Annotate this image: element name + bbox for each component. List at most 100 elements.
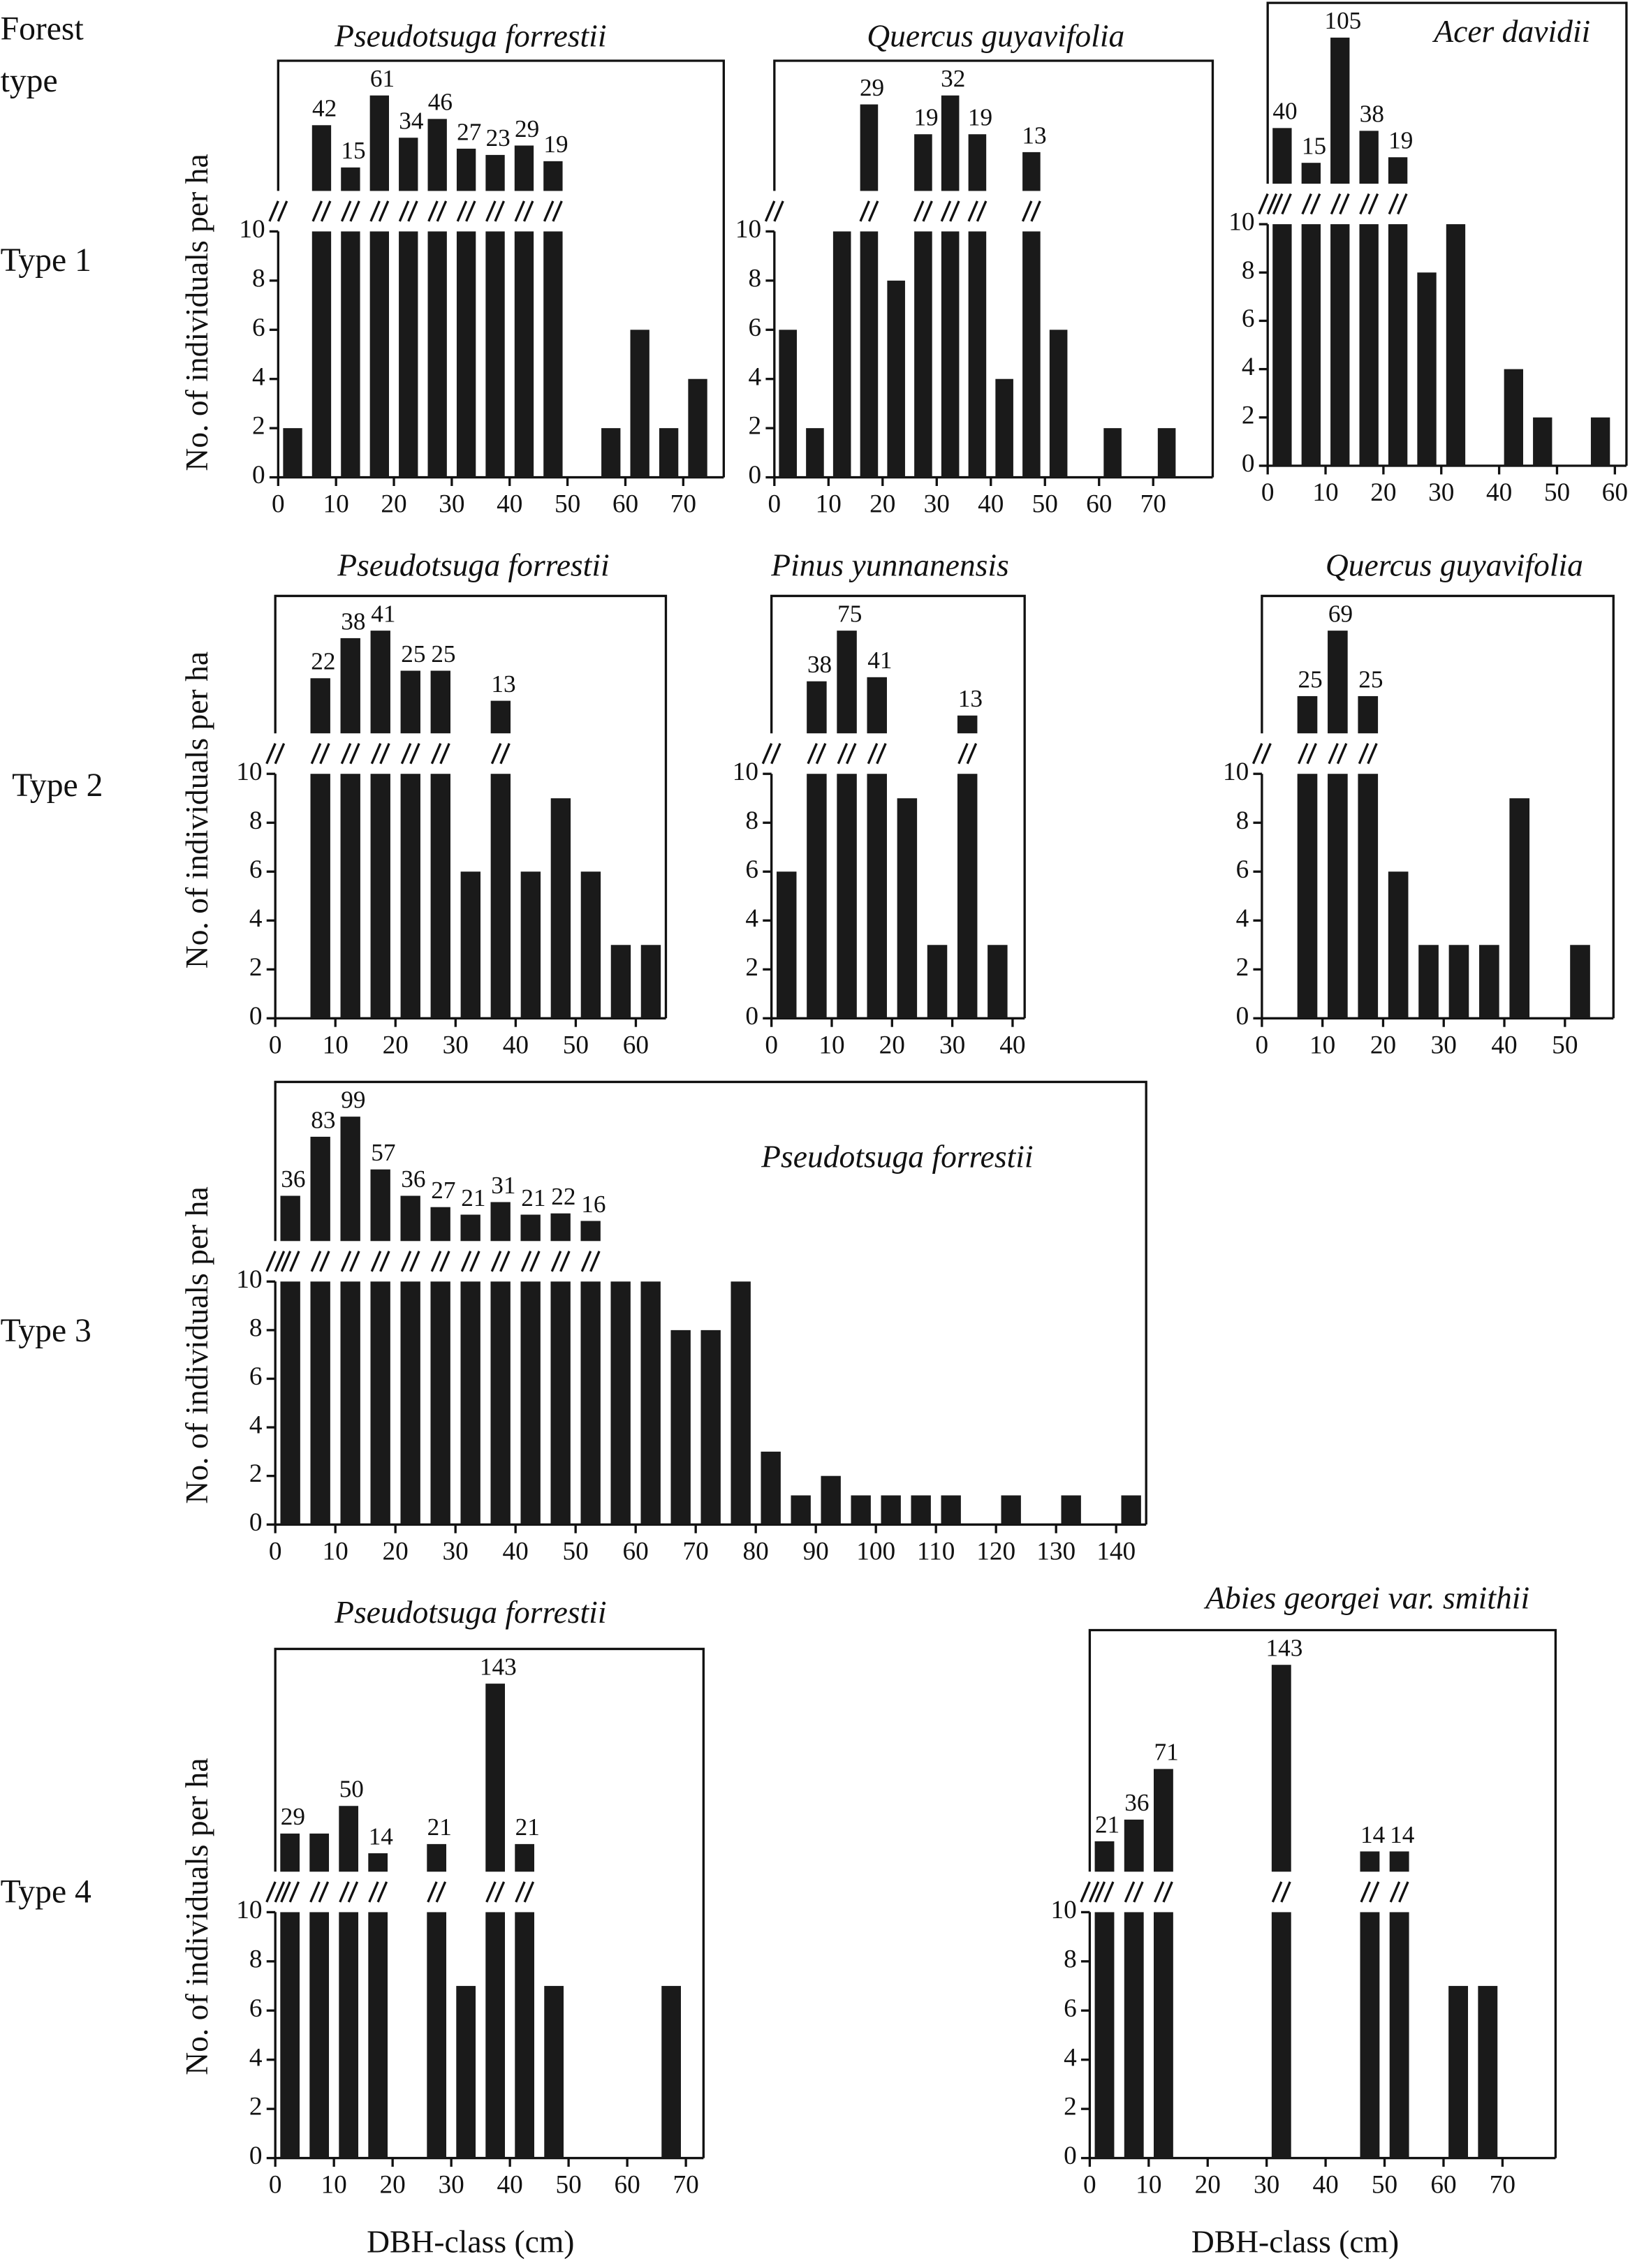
bar: [881, 1495, 901, 1525]
bar: [456, 231, 476, 478]
bar: [485, 1912, 506, 2158]
break-mark: [499, 1251, 511, 1272]
bar: [520, 1281, 541, 1525]
x-tick-label: 20: [869, 490, 895, 519]
value-label: 42: [312, 95, 337, 122]
x-tick-label: 20: [879, 1031, 905, 1059]
break-mark: [1162, 1881, 1173, 1903]
break-mark: [310, 743, 322, 765]
bar: [914, 231, 932, 478]
row-label: Type 2: [12, 767, 103, 804]
bar: [911, 1495, 931, 1525]
value-label: 27: [457, 118, 481, 145]
break-mark: [837, 743, 849, 765]
break-mark: [1251, 743, 1263, 765]
break-mark: [378, 200, 390, 222]
bar-upper: [340, 1117, 360, 1242]
x-tick-label: 40: [1312, 2171, 1338, 2200]
bar: [310, 774, 330, 1019]
bar: [887, 280, 905, 478]
bar: [490, 1281, 511, 1525]
x-tick-label: 20: [1370, 1031, 1396, 1059]
break-mark: [1258, 193, 1269, 215]
break-mark: [485, 200, 497, 222]
bar-upper: [580, 1221, 601, 1242]
break-mark: [310, 1251, 322, 1272]
bar: [995, 378, 1013, 478]
chart-title: Abies georgei var. smithii: [1203, 1580, 1529, 1616]
break-mark: [407, 200, 418, 222]
break-mark: [430, 743, 442, 765]
x-tick-label: 20: [383, 1537, 409, 1566]
value-label: 13: [491, 670, 515, 698]
x-tick-label: 70: [673, 2171, 698, 2200]
value-label: 22: [551, 1183, 575, 1210]
value-label: 38: [1360, 101, 1384, 128]
value-label: 57: [371, 1139, 395, 1166]
value-label: 71: [1154, 1739, 1178, 1766]
x-tick-label: 0: [269, 1031, 282, 1059]
bar: [311, 231, 332, 478]
y-tick-label: 4: [1236, 904, 1249, 933]
break-mark: [1339, 193, 1350, 215]
break-mark: [288, 1881, 300, 1903]
bar-upper: [456, 148, 476, 191]
y-tick-label: 4: [252, 362, 265, 391]
value-label: 40: [1272, 98, 1297, 125]
bar-upper: [515, 1843, 535, 1872]
bar: [1001, 1495, 1021, 1525]
x-tick-label: 90: [803, 1537, 829, 1566]
break-mark: [289, 1251, 300, 1272]
bar-upper: [430, 670, 450, 734]
chart-title: Pseudotsuga forrestii: [334, 1594, 606, 1630]
break-mark: [409, 743, 420, 765]
value-label: 31: [491, 1172, 515, 1199]
y-tick-label: 0: [249, 1002, 263, 1031]
y-tick-label: 0: [1242, 450, 1255, 478]
x-tick-label: 30: [439, 490, 464, 519]
bar: [1388, 871, 1409, 1019]
value-label: 27: [431, 1177, 455, 1204]
x-tick-label: 120: [976, 1537, 1015, 1566]
break-mark: [1272, 193, 1284, 215]
break-mark: [427, 1881, 438, 1903]
break-mark: [274, 743, 286, 765]
break-mark: [1306, 743, 1317, 765]
x-tick-label: 30: [1431, 1031, 1457, 1059]
bar: [1094, 1912, 1115, 2158]
break-mark: [494, 1881, 506, 1903]
x-tick-label: 10: [1309, 1031, 1335, 1059]
value-label: 36: [401, 1165, 425, 1193]
bar-upper: [1328, 631, 1348, 734]
bar: [1479, 945, 1499, 1019]
bar: [1509, 798, 1530, 1019]
break-mark: [277, 200, 288, 222]
value-label: 34: [399, 108, 424, 135]
break-mark: [1388, 193, 1400, 215]
break-mark: [846, 743, 857, 765]
bar: [1049, 330, 1068, 478]
break-mark: [349, 200, 360, 222]
bar-upper: [1301, 163, 1321, 184]
x-tick-label: 60: [612, 490, 638, 519]
bar-upper: [1360, 1851, 1380, 1872]
y-tick-label: 0: [1236, 1002, 1249, 1031]
break-mark: [318, 1881, 330, 1903]
value-label: 29: [860, 74, 884, 101]
break-mark: [494, 200, 505, 222]
bar: [630, 330, 649, 478]
x-tick-label: 50: [1544, 478, 1570, 507]
x-tick-label: 50: [555, 490, 580, 519]
bar-upper: [368, 1853, 388, 1872]
bar-upper: [1388, 157, 1408, 184]
break-mark: [439, 1251, 450, 1272]
bar-upper: [1271, 1665, 1291, 1872]
value-label: 21: [515, 1813, 540, 1841]
break-mark: [319, 1251, 330, 1272]
x-tick-label: 30: [443, 1031, 469, 1059]
bar: [515, 1912, 535, 2158]
x-tick-label: 60: [623, 1031, 649, 1059]
break-mark: [1298, 743, 1309, 765]
value-label: 21: [461, 1184, 485, 1212]
value-label: 19: [968, 104, 992, 131]
